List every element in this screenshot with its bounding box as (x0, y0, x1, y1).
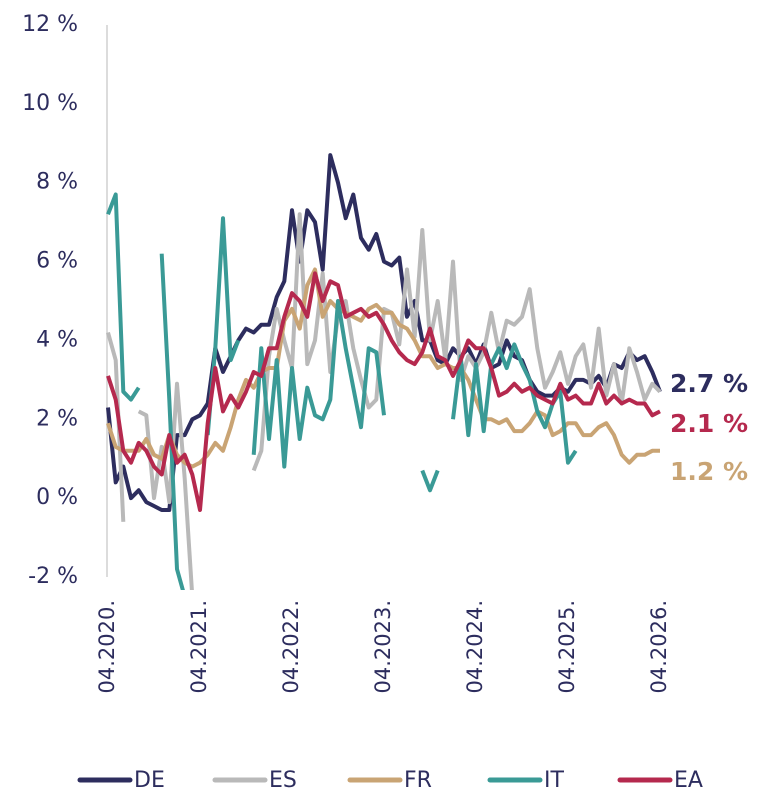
y-tick-label: 10 % (22, 91, 78, 116)
series-line (106, 192, 578, 590)
plot-area (106, 153, 662, 590)
y-tick-label: 0 % (36, 485, 78, 510)
y-tick-label: 2 % (36, 406, 78, 431)
y-tick-label: 6 % (36, 249, 78, 274)
y-tick-label: 12 % (22, 12, 78, 37)
series-line (106, 267, 660, 469)
y-tick-label: 8 % (36, 170, 78, 195)
series-line (106, 153, 662, 512)
x-tick-label: 04.2026. (647, 600, 671, 694)
legend-label: ES (269, 768, 297, 793)
legend-label: FR (404, 768, 432, 793)
legend-label: DE (134, 768, 165, 793)
x-tick-label: 04.2025. (555, 600, 579, 694)
x-tick-label: 04.2021. (187, 600, 211, 694)
y-tick-label: -2 % (28, 564, 78, 589)
end-label: 2.1 % (670, 409, 748, 438)
x-tick-label: 04.2022. (279, 600, 303, 694)
legend-label: EA (674, 768, 703, 793)
series-line (106, 271, 661, 512)
y-tick-label: 4 % (36, 327, 78, 352)
x-tick-label: 04.2020. (95, 600, 119, 694)
end-label: 2.7 % (670, 369, 748, 398)
legend-label: IT (544, 768, 564, 793)
end-label: 1.2 % (670, 457, 748, 486)
x-tick-label: 04.2023. (371, 600, 395, 694)
x-tick-label: 04.2024. (463, 600, 487, 694)
